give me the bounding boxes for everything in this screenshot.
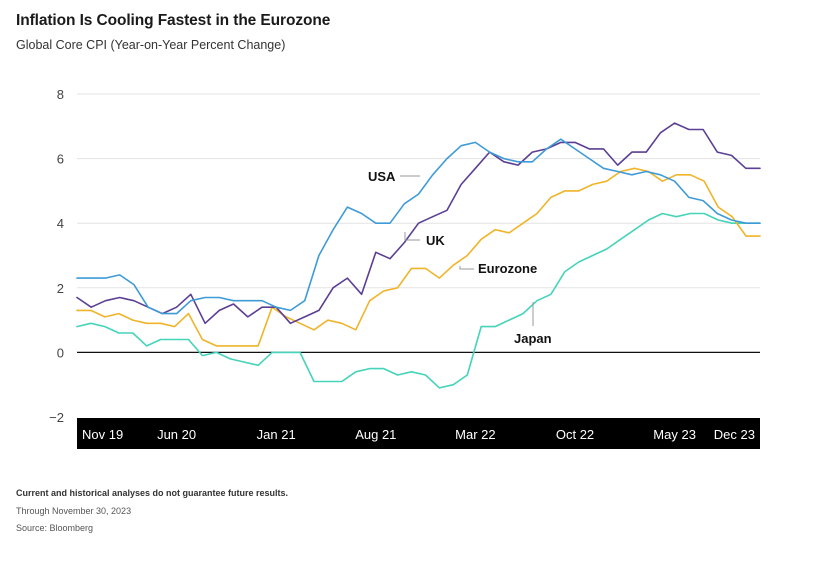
source-note: Source: Bloomberg	[16, 523, 94, 533]
y-tick-label: −2	[49, 410, 64, 425]
series-line-usa	[76, 138, 761, 315]
series-layer	[76, 122, 761, 389]
series-line-japan	[76, 212, 761, 389]
x-axis-band-bg	[77, 418, 760, 449]
y-tick-label: 0	[57, 345, 64, 360]
series-label-usa: USA	[368, 169, 396, 184]
x-tick-label: Nov 19	[82, 427, 123, 442]
x-tick-label: Mar 22	[455, 427, 495, 442]
series-label-japan: Japan	[514, 331, 552, 346]
y-tick-label: 8	[57, 87, 64, 102]
leader-line-eurozone	[459, 266, 474, 270]
series-label-uk: UK	[426, 233, 445, 248]
x-tick-label: Jan 21	[257, 427, 296, 442]
y-tick-label: 6	[57, 152, 64, 167]
through-date-note: Through November 30, 2023	[16, 506, 132, 516]
y-tick-label: 2	[57, 281, 64, 296]
x-tick-label: Dec 23	[714, 427, 755, 442]
chart-subtitle: Global Core CPI (Year-on-Year Percent Ch…	[16, 38, 286, 52]
y-axis-ticks: −2 0 2 4 6 8	[49, 87, 64, 425]
line-chart: −2 0 2 4 6 8 Nov 19 Jun 20 Jan 21 Aug 21 Mar 22 Oc…	[49, 87, 761, 449]
series-label-eurozone: Eurozone	[478, 261, 537, 276]
chart-title: Inflation Is Cooling Fastest in the Euro…	[16, 12, 331, 29]
x-axis-band: Nov 19 Jun 20 Jan 21 Aug 21 Mar 22 Oct 22 May …	[77, 418, 760, 449]
disclaimer-note: Current and historical analyses do not g…	[16, 488, 289, 498]
series-labels: USA UK Eurozone Japan	[368, 169, 552, 346]
x-tick-label: May 23	[653, 427, 696, 442]
leader-line-uk	[404, 232, 420, 241]
x-tick-label: Oct 22	[556, 427, 594, 442]
grid-layer	[77, 93, 760, 353]
x-tick-label: Aug 21	[355, 427, 396, 442]
series-line-uk	[76, 122, 761, 325]
y-tick-label: 4	[57, 216, 64, 231]
x-tick-label: Jun 20	[157, 427, 196, 442]
